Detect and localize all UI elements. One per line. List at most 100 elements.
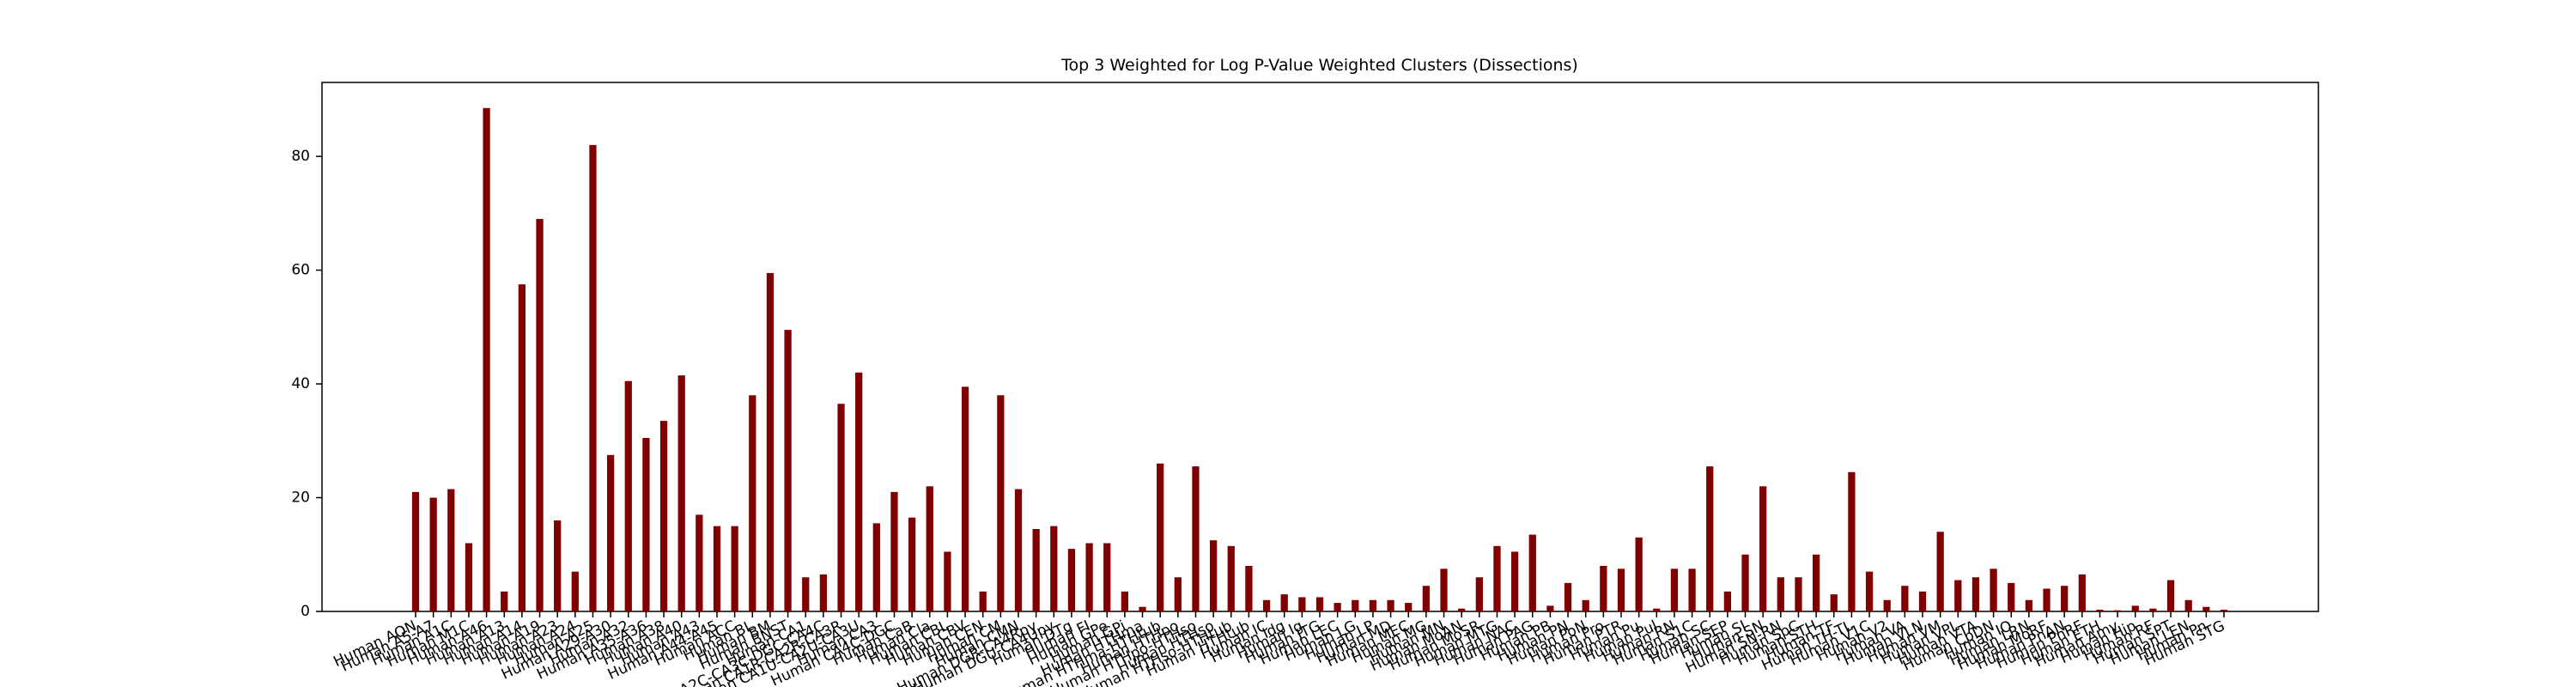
bar bbox=[766, 272, 775, 611]
bar bbox=[411, 491, 420, 611]
bar bbox=[696, 514, 703, 611]
bar bbox=[1954, 580, 1962, 611]
bar bbox=[465, 543, 473, 611]
bar bbox=[1085, 543, 1093, 611]
bar bbox=[2149, 608, 2157, 611]
bar bbox=[855, 372, 863, 611]
bar bbox=[1280, 594, 1288, 611]
bar bbox=[961, 386, 969, 611]
bar bbox=[1582, 599, 1589, 611]
y-tick-label: 60 bbox=[291, 262, 310, 279]
bar bbox=[837, 404, 845, 611]
bar bbox=[1139, 606, 1146, 611]
bar bbox=[1688, 568, 1696, 611]
bar bbox=[1600, 566, 1607, 611]
bar bbox=[1617, 568, 1625, 611]
y-tick-label: 0 bbox=[301, 603, 310, 620]
bar bbox=[1352, 599, 1359, 611]
bar bbox=[1741, 554, 1749, 611]
bar bbox=[1901, 586, 1909, 611]
bar bbox=[1209, 540, 1218, 611]
bar bbox=[1067, 549, 1076, 611]
bar bbox=[1050, 526, 1058, 611]
bar bbox=[501, 591, 508, 611]
bar bbox=[1334, 603, 1341, 611]
bar bbox=[1653, 608, 1661, 611]
y-tick-label: 20 bbox=[291, 489, 310, 507]
plot-frame bbox=[321, 82, 2319, 612]
bar bbox=[571, 571, 579, 611]
bar bbox=[1706, 466, 1714, 611]
bar bbox=[483, 107, 490, 611]
bar bbox=[1723, 591, 1732, 611]
bar bbox=[2220, 610, 2228, 611]
y-tick-label: 80 bbox=[291, 148, 310, 165]
bar bbox=[1014, 489, 1023, 611]
bar bbox=[1315, 597, 1324, 611]
bar bbox=[518, 284, 526, 611]
bar bbox=[447, 489, 455, 611]
bar bbox=[536, 218, 544, 611]
bar bbox=[1245, 566, 1253, 611]
bar bbox=[642, 437, 650, 611]
bar bbox=[1032, 528, 1040, 611]
bar bbox=[1174, 577, 1182, 611]
bar bbox=[890, 491, 898, 611]
bar bbox=[1971, 577, 1980, 611]
bar bbox=[944, 551, 951, 611]
bar bbox=[926, 486, 933, 611]
bar bbox=[2202, 606, 2210, 611]
bar bbox=[1510, 551, 1519, 611]
bar bbox=[1865, 571, 1874, 611]
bar bbox=[1387, 599, 1394, 611]
bar bbox=[2096, 610, 2104, 611]
bar bbox=[429, 497, 437, 611]
bar bbox=[1759, 486, 1767, 611]
bar bbox=[997, 395, 1005, 611]
bar bbox=[1812, 554, 1820, 611]
bar bbox=[908, 517, 916, 611]
bar bbox=[2025, 599, 2033, 611]
bar bbox=[979, 591, 987, 611]
bar bbox=[1227, 545, 1235, 611]
bar bbox=[2043, 588, 2050, 611]
bar bbox=[749, 395, 756, 611]
bar bbox=[1298, 597, 1306, 611]
bar bbox=[731, 526, 738, 611]
bar bbox=[1848, 471, 1856, 611]
bar bbox=[1458, 608, 1466, 611]
bar bbox=[677, 375, 685, 611]
bar bbox=[1475, 577, 1483, 611]
y-tick-label: 40 bbox=[291, 375, 310, 392]
bar bbox=[1192, 466, 1200, 611]
bar bbox=[1440, 568, 1448, 611]
bar bbox=[872, 523, 880, 611]
bar bbox=[713, 526, 721, 611]
bar bbox=[1830, 594, 1838, 611]
bar bbox=[1670, 568, 1679, 611]
bar bbox=[1262, 599, 1271, 611]
bar bbox=[1918, 591, 1927, 611]
bar bbox=[1795, 577, 1802, 611]
bar bbox=[1990, 568, 1997, 611]
bar bbox=[819, 574, 828, 611]
bar bbox=[1528, 534, 1536, 611]
bar bbox=[2131, 605, 2139, 611]
bar bbox=[624, 380, 632, 611]
bar bbox=[2184, 599, 2192, 611]
bar bbox=[2078, 574, 2086, 611]
bar bbox=[1103, 543, 1111, 611]
bar bbox=[802, 577, 810, 611]
bar bbox=[554, 520, 562, 611]
bar bbox=[1405, 603, 1413, 611]
bar bbox=[1121, 591, 1129, 611]
bar bbox=[2061, 586, 2069, 611]
chart-title: Top 3 Weighted for Log P-Value Weighted … bbox=[1060, 56, 1578, 75]
bar bbox=[1369, 599, 1377, 611]
bar bbox=[1635, 537, 1643, 611]
bar bbox=[589, 144, 597, 611]
bar bbox=[1157, 463, 1164, 611]
bar bbox=[1883, 599, 1891, 611]
bar bbox=[2166, 580, 2175, 611]
